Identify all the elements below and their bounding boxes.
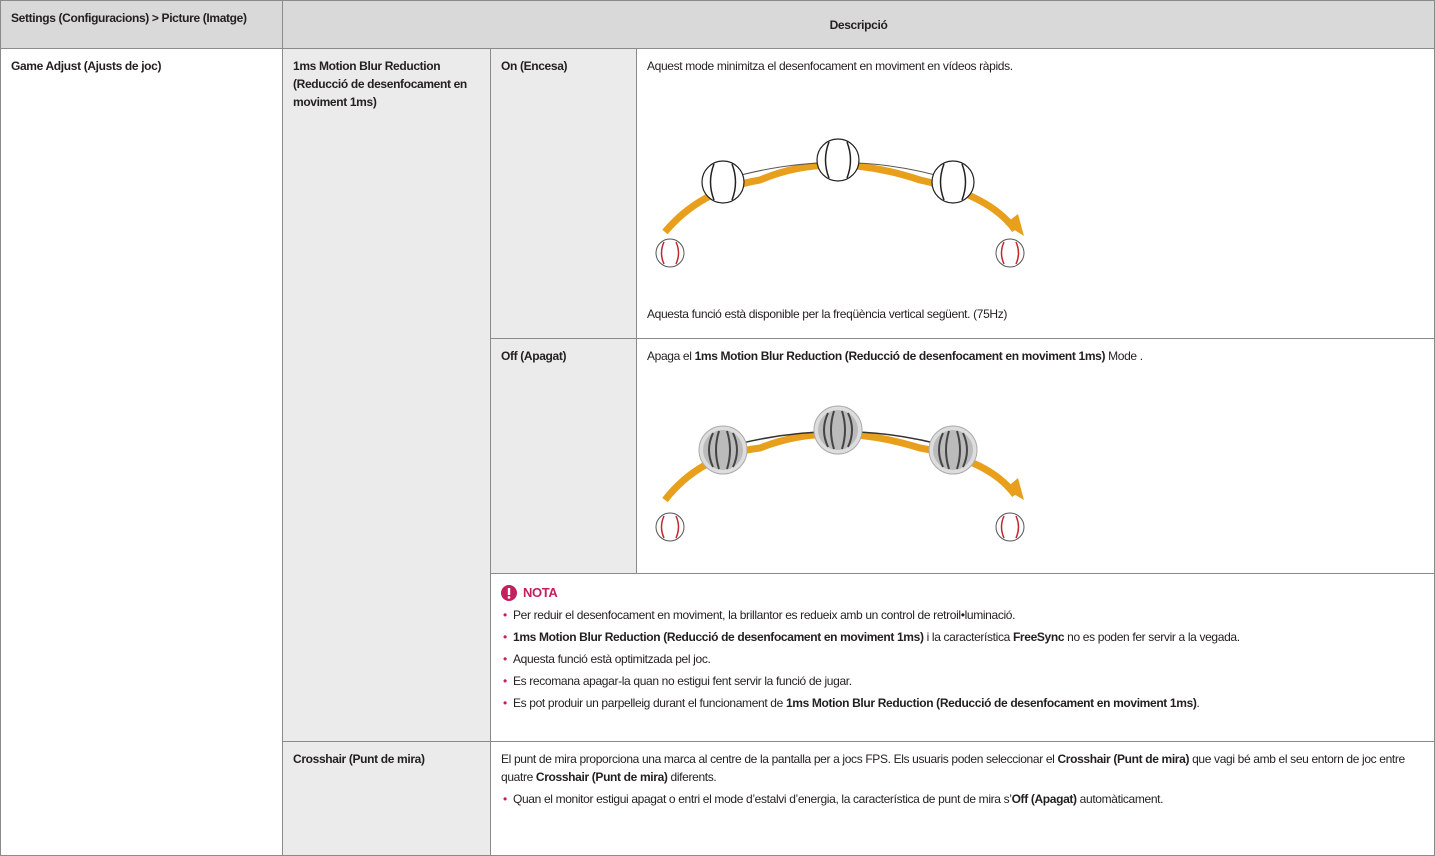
bullet-item: Aquesta funció està optimitzada pel joc. (501, 650, 1424, 668)
text-run: Aquesta funció està optimitzada pel joc. (513, 652, 711, 666)
option-text: Aquest mode minimitza el desenfocament e… (647, 57, 1424, 75)
crosshair-description: El punt de mira proporciona una marca al… (490, 741, 1435, 856)
text-run: Crosshair (Punt de mira) (535, 770, 668, 784)
bullet-item: Quan el monitor estigui apagat o entri e… (501, 790, 1424, 808)
text-run: automàticament. (1076, 792, 1164, 806)
bullet-item: Per reduir el desenfocament en moviment,… (501, 606, 1424, 624)
option-label: Off (Apagat) (490, 338, 637, 574)
bullet-item: 1ms Motion Blur Reduction (Reducció de d… (501, 628, 1424, 646)
section-label: Game Adjust (Ajusts de joc) (0, 48, 283, 856)
text-run: 1ms Motion Blur Reduction (Reducció de d… (785, 696, 1197, 710)
option-text: Apaga el 1ms Motion Blur Reduction (Redu… (647, 347, 1424, 365)
header-description: Descripció (282, 0, 1435, 49)
text-run: i la característica (923, 630, 1013, 644)
crosshair-text: El punt de mira proporciona una marca al… (501, 750, 1424, 786)
text-run: . (1196, 696, 1200, 710)
option-footnote: Aquesta funció està disponible per la fr… (647, 307, 1008, 321)
note: NOTA Per reduir el desenfocament en movi… (490, 573, 1435, 742)
feature-label: 1ms Motion Blur Reduction (Reducció de d… (282, 48, 491, 742)
text-run: El punt de mira proporciona una marca al… (501, 752, 1058, 766)
crosshair-list: Quan el monitor estigui apagat o entri e… (501, 790, 1424, 808)
text-run: Quan el monitor estigui apagat o entri e… (513, 792, 1012, 806)
text-run: Apaga el (647, 349, 695, 363)
text-run: Mode . (1105, 349, 1143, 363)
text-run: Es pot produir un parpelleig durant el f… (513, 696, 786, 710)
option-description: Aquest mode minimitza el desenfocament e… (636, 48, 1435, 339)
note-title: NOTA (523, 585, 558, 600)
option-label: On (Encesa) (490, 48, 637, 339)
text-run: que vagi bé amb el seu entorn de joc ent… (501, 752, 1405, 784)
option-description: Apaga el 1ms Motion Blur Reduction (Redu… (636, 338, 1435, 574)
text-run: Crosshair (Punt de mira) (1057, 752, 1190, 766)
text-run: Per reduir el desenfocament en moviment,… (513, 608, 1016, 622)
text-run: no es poden fer servir a la vegada. (1064, 630, 1240, 644)
bullet-item: Es recomana apagar-la quan no estigui fe… (501, 672, 1424, 690)
note-list: Per reduir el desenfocament en moviment,… (501, 606, 1424, 712)
text-run: Es recomana apagar-la quan no estigui fe… (513, 674, 852, 688)
bullet-item: Es pot produir un parpelleig durant el f… (501, 694, 1424, 712)
text-run: 1ms Motion Blur Reduction (Reducció de d… (694, 349, 1106, 363)
text-run: FreeSync (1012, 630, 1065, 644)
text-run: Aquest mode minimitza el desenfocament e… (647, 59, 1013, 73)
header-path: Settings (Configuracions) > Picture (Ima… (0, 0, 283, 49)
note-icon (501, 585, 517, 601)
text-run: diferents. (667, 770, 717, 784)
text-run: Off (Apagat) (1011, 792, 1077, 806)
crosshair-label: Crosshair (Punt de mira) (282, 741, 491, 856)
text-run: 1ms Motion Blur Reduction (Reducció de d… (513, 630, 924, 644)
